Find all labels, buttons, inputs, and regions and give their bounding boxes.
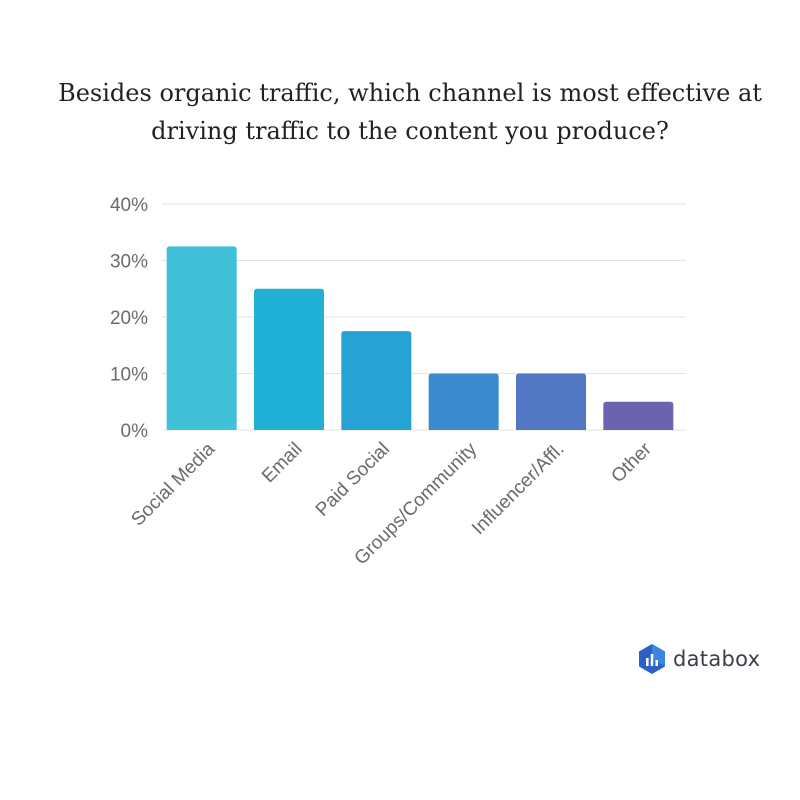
x-tick-label: Paid Social	[312, 439, 394, 521]
databox-logo-icon	[639, 644, 665, 674]
y-tick-label: 0%	[121, 421, 149, 442]
x-tick-label: Influencer/Affl.	[468, 439, 568, 539]
bar	[254, 288, 324, 430]
brand-logo: databox	[638, 643, 760, 675]
chart-title-line-2: driving traffic to the content you produ…	[151, 117, 669, 145]
x-tick-label: Email	[258, 439, 306, 487]
chart-title: Besides organic traffic, which channel i…	[30, 74, 790, 150]
bar	[428, 373, 499, 430]
y-tick-label: 30%	[110, 252, 148, 273]
x-tick-label: Other	[607, 438, 656, 487]
y-tick-label: 40%	[110, 195, 148, 216]
bar	[603, 401, 674, 430]
chart-title-line-1: Besides organic traffic, which channel i…	[58, 79, 762, 107]
brand-name: databox	[673, 647, 761, 671]
bar	[341, 331, 412, 430]
bar	[166, 246, 237, 430]
bar	[516, 373, 586, 430]
y-tick-label: 20%	[110, 308, 148, 329]
x-tick-label: Social Media	[127, 438, 219, 530]
y-tick-label: 10%	[110, 365, 148, 386]
